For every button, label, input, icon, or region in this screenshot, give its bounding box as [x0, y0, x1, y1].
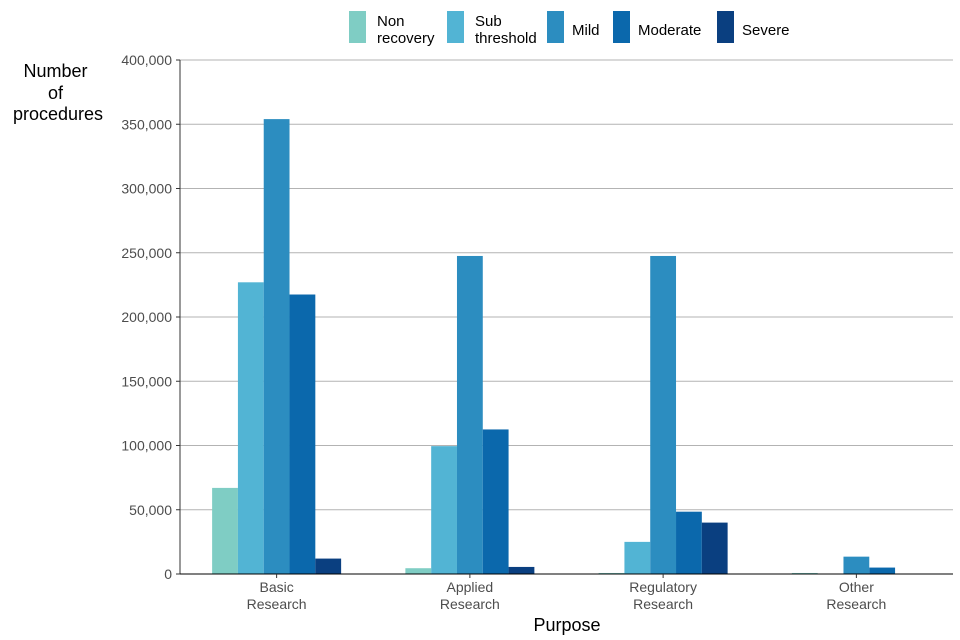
bar: [624, 541, 651, 574]
y-tick-label: 400,000: [121, 52, 172, 68]
y-axis-title-line: of: [48, 83, 64, 103]
x-tick-label-line: Research: [247, 596, 307, 612]
legend-label-line: threshold: [475, 30, 537, 47]
bar: [431, 446, 457, 574]
bar: [405, 568, 432, 574]
bar: [701, 522, 728, 574]
y-tick-labels: 0 50,000 100,000 150,000 200,000 250,000 300,0…: [121, 52, 172, 582]
x-tick-label-line: Other: [839, 579, 874, 595]
x-tick-label: Regulatory Research: [629, 579, 697, 612]
legend-swatch: [447, 11, 464, 43]
legend-label-line: Mild: [572, 22, 600, 39]
x-tick-label: Other Research: [826, 579, 886, 612]
bar: [237, 282, 264, 574]
y-tick-label: 0: [164, 566, 172, 582]
bar: [315, 558, 342, 574]
x-tick-label: Basic Research: [247, 579, 307, 612]
axes: [179, 60, 953, 578]
legend: Non recovery Sub threshold Mild Moderate Sever…: [349, 11, 790, 47]
y-tick-label: 200,000: [121, 309, 172, 325]
bars: [212, 119, 896, 575]
y-axis-title: Number of procedures: [13, 61, 103, 124]
x-axis-title: Purpose: [533, 615, 600, 635]
legend-item: Mild: [547, 11, 600, 43]
legend-label-line: Sub: [475, 13, 502, 30]
bar: [650, 255, 677, 574]
legend-label-line: recovery: [377, 30, 435, 47]
x-tick-label-line: Regulatory: [629, 579, 697, 595]
x-tick-label-line: Research: [633, 596, 693, 612]
legend-swatch: [349, 11, 366, 43]
y-tick-label: 50,000: [129, 502, 172, 518]
y-tick-label: 250,000: [121, 245, 172, 261]
legend-item: Non recovery: [349, 11, 435, 47]
bar: [263, 119, 290, 575]
legend-label: Moderate: [638, 22, 701, 39]
y-axis-title-line: Number: [23, 61, 87, 81]
bar: [791, 572, 818, 574]
bar: [289, 294, 316, 574]
bar: [456, 255, 483, 574]
legend-swatch: [717, 11, 734, 43]
bar: [598, 572, 625, 574]
legend-label: Non recovery: [377, 13, 435, 47]
y-axis-title-line: procedures: [13, 104, 103, 124]
y-tick-label: 300,000: [121, 181, 172, 197]
bar: [212, 487, 238, 574]
x-tick-label-line: Research: [440, 596, 500, 612]
legend-label: Severe: [742, 22, 790, 39]
legend-swatch: [613, 11, 630, 43]
bar: [676, 511, 702, 574]
bar: [508, 566, 535, 574]
bar: [482, 429, 509, 574]
x-tick-label-line: Applied: [447, 579, 494, 595]
x-tick-label: Applied Research: [440, 579, 500, 612]
legend-label: Sub threshold: [475, 13, 537, 47]
y-tick-label: 350,000: [121, 116, 172, 132]
x-tick-label-line: Research: [826, 596, 886, 612]
legend-item: Sub threshold: [447, 11, 537, 47]
legend-label-line: Non: [377, 13, 405, 30]
legend-label-line: Moderate: [638, 22, 701, 39]
legend-item: Moderate: [613, 11, 701, 43]
legend-label-line: Severe: [742, 22, 790, 39]
x-tick-label-line: Basic: [260, 579, 294, 595]
bar: [869, 567, 896, 574]
legend-swatch: [547, 11, 564, 43]
legend-item: Severe: [717, 11, 790, 43]
y-tick-label: 150,000: [121, 373, 172, 389]
bar: [843, 556, 870, 574]
legend-label: Mild: [572, 22, 600, 39]
y-tick-label: 100,000: [121, 438, 172, 454]
